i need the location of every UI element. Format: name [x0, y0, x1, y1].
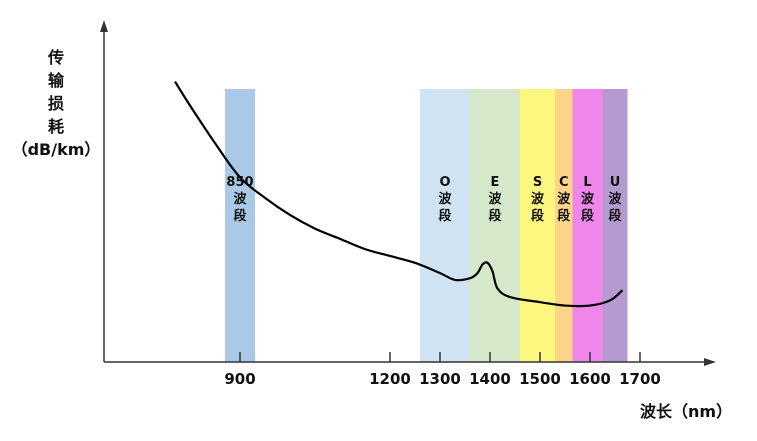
band-label: 波	[233, 191, 247, 207]
x-tick-label: 1400	[469, 370, 511, 388]
band-label: 段	[531, 208, 544, 224]
x-tick-label: 1500	[519, 370, 561, 388]
band-label: 段	[557, 208, 570, 224]
band-label: 段	[488, 208, 501, 224]
band-label: 段	[233, 208, 246, 224]
series-line	[174, 80, 624, 308]
band-rect	[470, 89, 520, 362]
y-axis-label-unit: （dB/km）	[11, 140, 101, 159]
band-label: 段	[608, 208, 621, 224]
y-axis-label-char: 耗	[47, 117, 64, 136]
band-label: C	[559, 175, 569, 190]
band-label: O	[439, 175, 450, 190]
band-rect	[520, 89, 555, 362]
band-rect	[420, 89, 470, 362]
x-tick-label: 1200	[369, 370, 411, 388]
band-label: L	[583, 175, 591, 190]
band-label: 波	[608, 191, 622, 207]
band-rect	[572, 89, 603, 362]
band-label: 段	[438, 208, 451, 224]
band-rect	[555, 89, 573, 362]
x-tick-label: 1600	[569, 370, 611, 388]
x-tick-label: 1300	[419, 370, 461, 388]
y-axis-label-char: 输	[47, 71, 64, 90]
band-rect	[225, 89, 255, 362]
band-rect	[602, 89, 628, 362]
x-axis-arrow	[704, 358, 716, 366]
band-label: 段	[581, 208, 594, 224]
band-label: E	[491, 175, 500, 190]
axes	[100, 20, 716, 366]
band-label: 波	[557, 191, 571, 207]
loss-curve	[174, 80, 624, 308]
band-label: S	[533, 175, 542, 190]
y-axis-label-char: 损	[47, 94, 64, 113]
band-label: 波	[438, 191, 452, 207]
y-axis-label-char: 传	[47, 48, 64, 67]
y-axis-arrow	[100, 20, 108, 32]
band-label: 波	[488, 191, 502, 207]
y-axis-label: 传 输 损 耗 （dB/km）	[6, 46, 106, 161]
band-label: 850	[226, 175, 253, 190]
band-label: 波	[531, 191, 545, 207]
x-tick-label: 1700	[619, 370, 661, 388]
band-label: 波	[581, 191, 595, 207]
x-ticks: 900 1200 1300 1400 1500 1600 1700	[224, 352, 661, 388]
x-axis-label: 波长（nm）	[640, 402, 733, 421]
x-tick-label: 900	[224, 370, 255, 388]
band-label: U	[610, 175, 621, 190]
